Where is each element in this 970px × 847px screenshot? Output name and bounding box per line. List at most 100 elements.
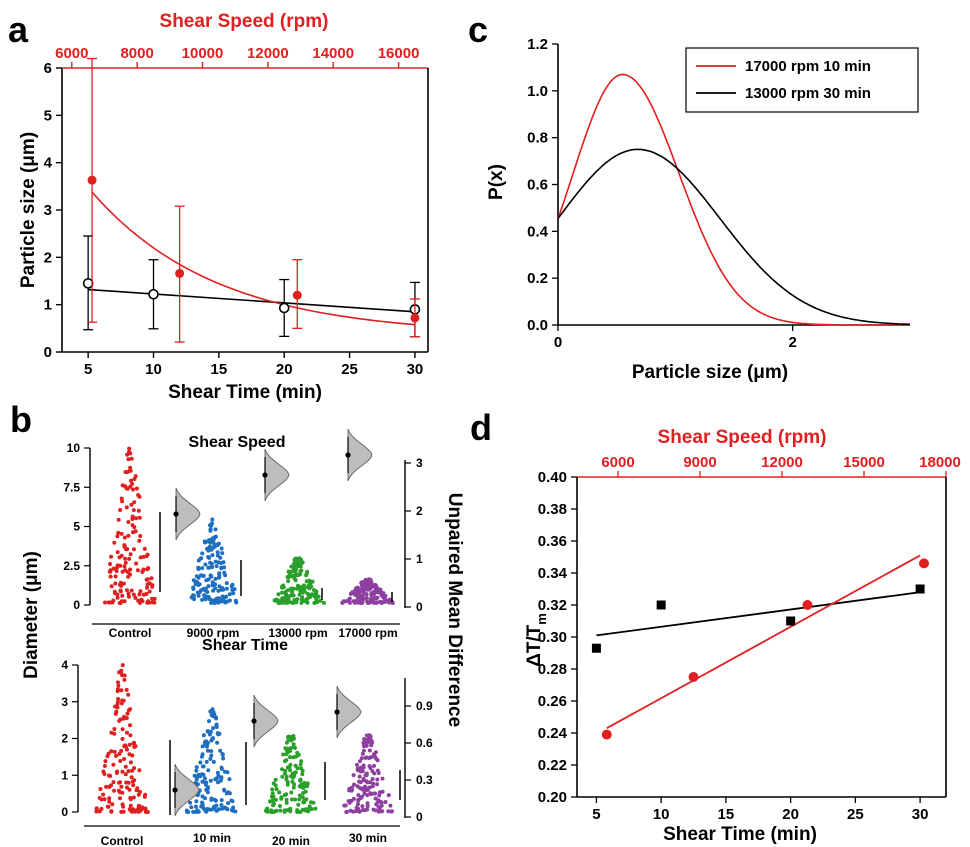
panel-d-chart: Shear Speed (rpm) Shear Time (min) ΔT/Tm… <box>524 427 961 845</box>
panel-b-top-swarm-point <box>118 582 122 587</box>
panel-d-y-tick-label: 0.36 <box>538 533 567 550</box>
panel-d-top-tick-label: 18000 <box>919 454 961 471</box>
panel-b-bottom-effect-violin <box>253 694 279 748</box>
panel-b-top-swarm-point <box>358 589 363 594</box>
panel-b-bottom-swarm-point <box>364 743 369 748</box>
panel-b-bottom-swarm-point <box>133 808 138 813</box>
panel-b-bottom-swarm-point <box>283 759 287 764</box>
panel-a-fit-black <box>88 288 415 313</box>
panel-b-bottom-swarm-point <box>195 774 200 778</box>
panel-b-bottom-swarm-point <box>380 809 385 814</box>
panel-b-top-swarm-point <box>312 594 317 599</box>
panel-b-top-swarm-point <box>358 600 363 605</box>
panel-b-bottom-swarm-point <box>204 780 209 785</box>
panel-b-bottom-swarm-point <box>98 787 103 791</box>
panel-b-top-swarm-point <box>117 601 122 605</box>
panel-b-top-swarm-point <box>293 559 298 564</box>
panel-b-top-swarm-point <box>131 487 135 492</box>
panel-b-top-swarm-point <box>121 581 126 586</box>
panel-d-x-tick-label: 30 <box>912 806 929 823</box>
panel-b-top-swarm-point <box>116 530 121 535</box>
panel-b-bottom-swarm-point <box>126 692 131 697</box>
panel-b-top-swarm-point <box>128 468 133 473</box>
panel-b-bottom-effect-violin <box>336 685 362 739</box>
panel-b-bottom-swarm-point <box>292 770 297 775</box>
panel-b-bottom-swarm-point <box>290 797 294 802</box>
panel-b-top-swarm-point <box>120 593 125 598</box>
panel-b-bottom-swarm-point <box>111 762 116 767</box>
panel-b-top-swarm-point <box>129 456 134 461</box>
panel-b-bottom-swarm-point <box>270 791 275 796</box>
panel-b-bottom-swarm-point <box>383 800 388 804</box>
panel-b-bottom-swarm-point <box>298 762 303 767</box>
panel-b-bottom-swarm-point <box>300 772 305 777</box>
panel-b-bottom-swarm-point <box>283 768 288 773</box>
panel-b-bottom-swarm-point <box>375 777 380 782</box>
panel-b-top-swarm-point <box>132 547 136 552</box>
panel-b-bottom-swarm-point <box>206 768 211 773</box>
panel-b-top-swarm-point <box>359 580 364 585</box>
panel-b-bottom-swarm-point <box>201 733 206 738</box>
panel-b-bottom-swarm-point <box>204 759 209 764</box>
panel-d-fit-red <box>606 554 921 729</box>
panel-b-bottom-effect-violin-mean <box>251 718 257 724</box>
panel-b-top-swarm-point <box>219 599 224 604</box>
panel-b-bottom-swarm-point <box>307 804 312 809</box>
panel-b-bottom-swarm-point <box>377 809 381 814</box>
panel-b-top-swarm-point <box>213 582 218 587</box>
panel-b-bottom-swarm-point <box>302 780 307 785</box>
panel-b-bottom-swarm-point <box>204 739 209 744</box>
panel-b-bottom-swarm-point <box>119 748 124 753</box>
panel-b-bottom-swarm-point <box>122 757 127 761</box>
panel-b-top-swarm-point <box>129 588 134 593</box>
panel-b-top-swarm-point <box>224 586 229 591</box>
panel-b-bottom-swarm-point <box>300 785 305 790</box>
panel-b-top-swarm-point <box>370 597 375 602</box>
panel-b-bottom-swarm-point <box>112 788 117 793</box>
panel-b-bottom-swarm-point <box>130 779 135 784</box>
panel-b-top-effect-violin-mean <box>173 511 179 517</box>
panel-d-x-tick-label: 5 <box>592 806 600 823</box>
panel-b-top-swarm-point <box>365 587 370 592</box>
panel-b-bottom-swarm-point <box>348 808 353 813</box>
panel-b-bottom-swarm-point <box>219 776 224 781</box>
panel-b-bottom-swarm-point <box>214 803 219 808</box>
panel-b-bottom-swarm-point <box>221 756 226 761</box>
panel-b-bottom-swarm-point <box>112 749 117 754</box>
panel-b-bottom-swarm-point <box>288 755 292 760</box>
panel-b-top-swarm-point <box>103 600 107 605</box>
panel-b-bottom-swarm-point <box>214 776 219 781</box>
panel-b-top-swarm-point <box>314 599 319 604</box>
panel-b-top-swarm-point <box>142 546 147 551</box>
panel-a-y-tick-label: 6 <box>44 60 52 77</box>
panel-b-top-swarm-point <box>206 539 211 544</box>
panel-b-bottom-swarm-point <box>116 697 121 701</box>
panel-b-top-swarm-point <box>305 591 310 596</box>
panel-b-top-swarm-point <box>289 564 294 569</box>
panel-b-top-swarm-point <box>384 598 389 603</box>
panel-b-bottom-swarm-point <box>270 798 275 803</box>
panel-b-top-swarm-point <box>194 574 199 579</box>
panel-b-bottom-swarm-point <box>126 708 131 713</box>
panel-b-bottom-swarm-point <box>372 771 377 776</box>
panel-d-point-red <box>802 600 813 610</box>
panel-b-bottom-swarm-point <box>195 782 200 787</box>
panel-b-bottom-swarm-point <box>284 740 289 745</box>
panel-b-top-swarm-point <box>214 564 219 569</box>
panel-c-legend-label: 17000 rpm 10 min <box>745 58 871 75</box>
panel-b-bottom-swarm-point <box>188 800 193 805</box>
panel-b-top-swarm-point <box>120 569 125 574</box>
panel-b-bottom-swarm-point <box>375 782 379 787</box>
panel-b-top-swarm-point <box>206 548 211 553</box>
panel-a-x-tick-label: 10 <box>145 361 162 378</box>
panel-b-top-swarm-point <box>126 533 131 538</box>
panel-b-top-swarm-point <box>209 562 214 566</box>
panel-b-top-swarm-point <box>147 589 152 594</box>
panel-b-bottom-swarm-point <box>119 688 124 693</box>
panel-b-top-swarm-point <box>361 597 366 602</box>
panel-b-bottom-swarm-point <box>359 756 364 761</box>
panel-b-top-swarm-point <box>209 598 214 603</box>
panel-b-bottom-swarm-point <box>211 736 215 741</box>
panel-b-bottom-swarm-point <box>389 809 394 814</box>
panel-b-top-swarm-point <box>283 590 288 594</box>
